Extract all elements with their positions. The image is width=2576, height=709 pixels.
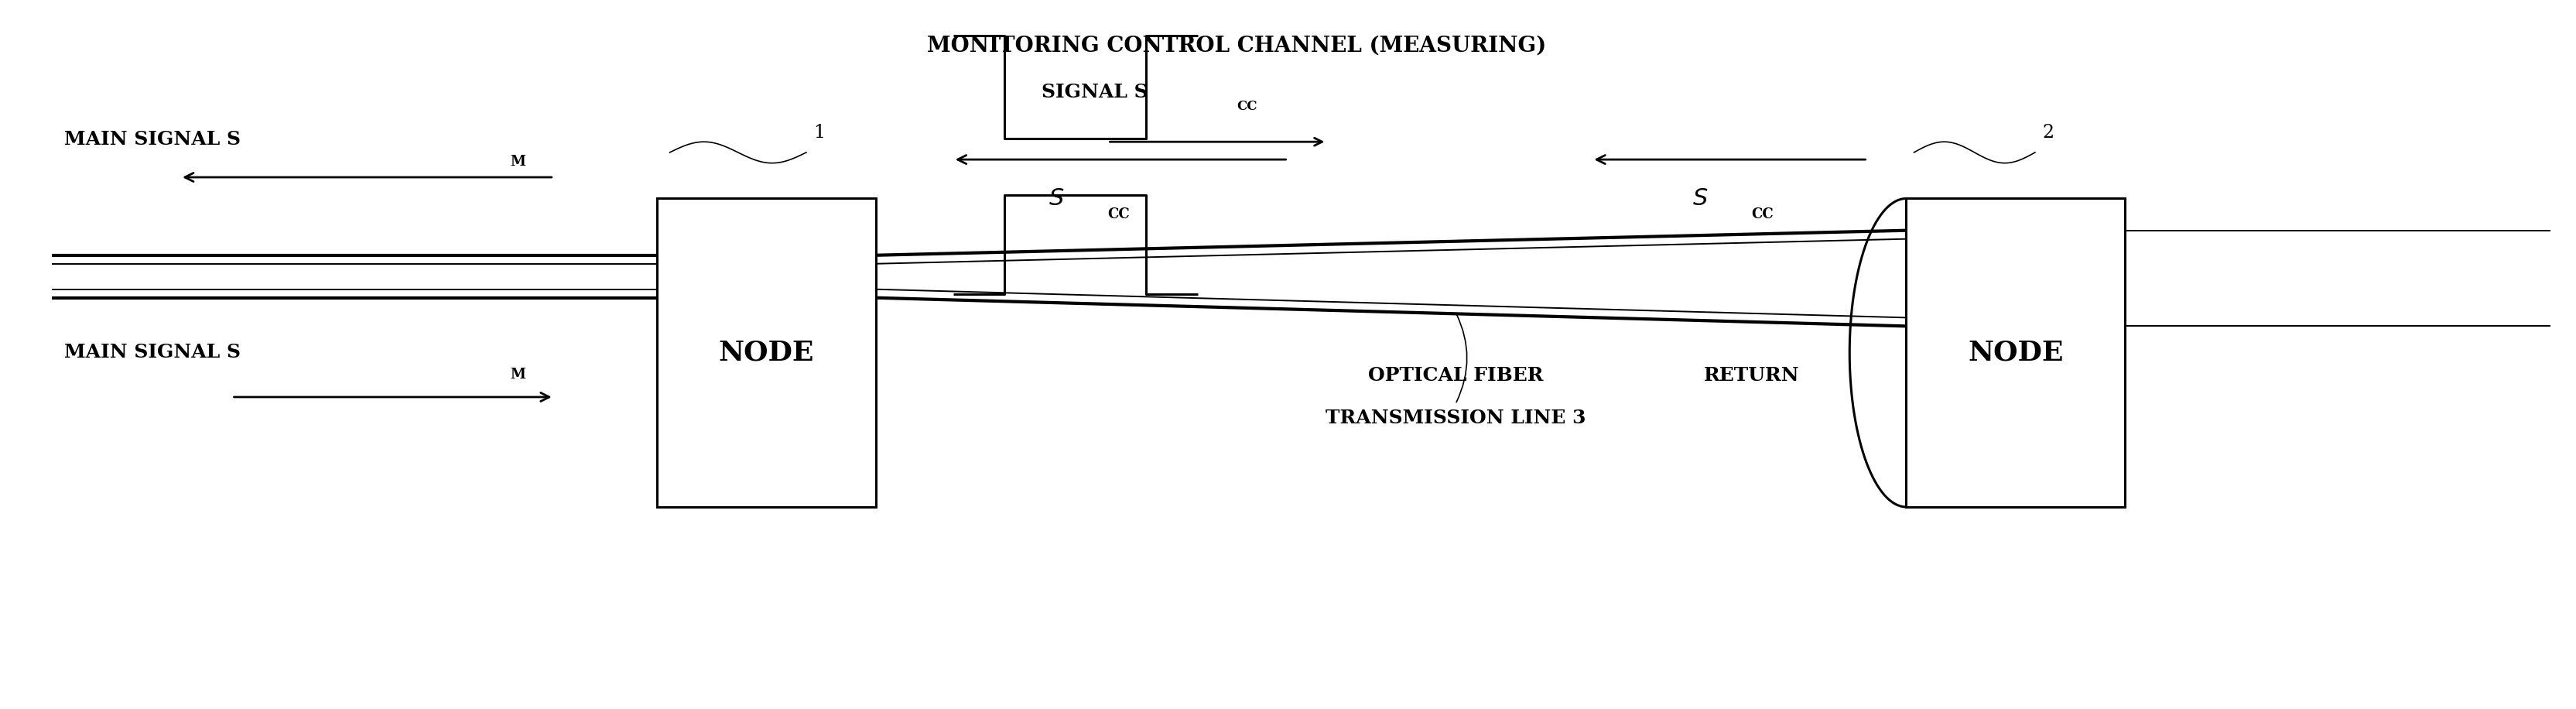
Text: RETURN: RETURN <box>1703 367 1801 385</box>
Text: $S$: $S$ <box>1048 186 1064 211</box>
Text: MAIN SIGNAL S: MAIN SIGNAL S <box>64 130 240 149</box>
Bar <box>657 199 876 507</box>
Polygon shape <box>876 230 1906 326</box>
Text: NODE: NODE <box>719 340 814 366</box>
Text: SIGNAL S: SIGNAL S <box>1041 83 1149 101</box>
Text: CC: CC <box>1752 207 1775 221</box>
Text: $S$: $S$ <box>1692 186 1708 211</box>
Text: 1: 1 <box>814 124 824 142</box>
Text: NODE: NODE <box>1968 340 2063 366</box>
Text: OPTICAL FIBER: OPTICAL FIBER <box>1368 367 1543 385</box>
Text: MONITORING CONTROL CHANNEL (MEASURING): MONITORING CONTROL CHANNEL (MEASURING) <box>927 35 1546 57</box>
Bar <box>1906 199 2125 507</box>
Text: M: M <box>510 367 526 381</box>
Text: CC: CC <box>1236 100 1257 113</box>
Text: 2: 2 <box>2043 124 2053 142</box>
Text: M: M <box>510 155 526 169</box>
Text: CC: CC <box>1108 207 1131 221</box>
Text: MAIN SIGNAL S: MAIN SIGNAL S <box>64 343 240 362</box>
Text: TRANSMISSION LINE 3: TRANSMISSION LINE 3 <box>1324 409 1587 428</box>
